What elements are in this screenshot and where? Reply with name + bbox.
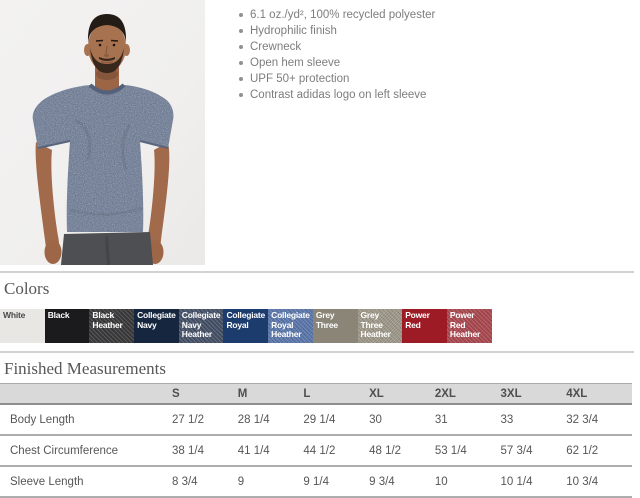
measurements-header-row: S M L XL 2XL 3XL 4XL [0, 383, 632, 405]
measurement-value: 28 1/4 [237, 404, 304, 436]
color-swatch-black[interactable]: Black [44, 309, 90, 343]
measurement-value: 33 [500, 404, 567, 436]
feature-item: 6.1 oz./yd², 100% recycled polyester [236, 7, 435, 23]
measurement-value: 27 1/2 [172, 404, 238, 436]
color-swatch-black-heather[interactable]: Black Heather [89, 309, 134, 343]
color-swatch-power-red-heather[interactable]: Power Red Heather [447, 309, 492, 343]
feature-item: Hydrophilic finish [236, 23, 435, 39]
measurement-value: 10 1/4 [500, 466, 567, 498]
measurements-table: S M L XL 2XL 3XL 4XL Body Length 27 1/2 28 1/4 29… [0, 383, 632, 498]
measurement-value: 31 [434, 404, 501, 436]
color-swatch-collegiate-royal[interactable]: Collegiate Royal [223, 309, 269, 343]
measurement-value: 9 3/4 [369, 466, 435, 498]
measurement-label: Sleeve Length [0, 466, 172, 498]
color-swatch-collegiate-navy-heather[interactable]: Collegiate Navy Heather [179, 309, 224, 343]
color-swatch-power-red[interactable]: Power Red [402, 309, 447, 343]
size-column-header-l: L [303, 383, 370, 405]
feature-item: Crewneck [236, 39, 435, 55]
product-photo [0, 0, 205, 265]
measurement-value: 57 3/4 [500, 435, 567, 467]
feature-item: Contrast adidas logo on left sleeve [236, 87, 435, 103]
model-wearing-shirt-image [0, 0, 205, 265]
measurement-value: 48 1/2 [369, 435, 435, 467]
measurement-value: 44 1/2 [303, 435, 370, 467]
measurement-value: 38 1/4 [172, 435, 238, 467]
measurement-value: 32 3/4 [566, 404, 632, 436]
color-swatch-collegiate-navy[interactable]: Collegiate Navy [134, 309, 179, 343]
measurement-value: 62 1/2 [566, 435, 632, 467]
measurement-row: Chest Circumference 38 1/4 41 1/4 44 1/2 48 … [0, 435, 632, 467]
size-column-header-4xl: 4XL [566, 383, 632, 405]
measurement-row: Body Length 27 1/2 28 1/4 29 1/4 30 31 33 32 3/… [0, 404, 632, 436]
measurement-value: 30 [369, 404, 435, 436]
section-divider [0, 271, 634, 273]
measurement-value: 29 1/4 [303, 404, 370, 436]
color-swatch-white[interactable]: White [0, 309, 45, 343]
measurement-value: 10 [434, 466, 501, 498]
measurements-heading: Finished Measurements [4, 359, 166, 378]
color-swatch-grey-three-heather[interactable]: Grey Three Heather [358, 309, 403, 343]
colors-heading: Colors [4, 279, 50, 298]
measurement-value: 9 [237, 466, 304, 498]
color-swatch-grey-three[interactable]: Grey Three [312, 309, 358, 343]
measurement-label: Chest Circumference [0, 435, 172, 467]
measurement-value: 53 1/4 [434, 435, 501, 467]
section-divider [0, 351, 634, 353]
size-column-header-3xl: 3XL [500, 383, 567, 405]
size-column-header-blank [0, 383, 172, 405]
measurement-row: Sleeve Length 8 3/4 9 9 1/4 9 3/4 10 10 1/4 10 … [0, 466, 632, 498]
size-column-header-s: S [172, 383, 238, 405]
size-column-header-2xl: 2XL [434, 383, 501, 405]
feature-list: 6.1 oz./yd², 100% recycled polyester Hydr… [236, 7, 435, 103]
color-swatch-list: White Black Black Heather Collegiate Navy Co… [0, 309, 640, 343]
measurement-value: 9 1/4 [303, 466, 370, 498]
color-swatch-collegiate-royal-heather[interactable]: Collegiate Royal Heather [268, 309, 313, 343]
feature-item: Open hem sleeve [236, 55, 435, 71]
feature-item: UPF 50+ protection [236, 71, 435, 87]
measurement-label: Body Length [0, 404, 172, 436]
measurement-value: 41 1/4 [237, 435, 304, 467]
measurements-body: Body Length 27 1/2 28 1/4 29 1/4 30 31 33 32 3/… [0, 404, 632, 498]
product-summary-section: 6.1 oz./yd², 100% recycled polyester Hydr… [0, 0, 435, 265]
size-column-header-m: M [237, 383, 304, 405]
measurement-value: 8 3/4 [172, 466, 238, 498]
measurement-value: 10 3/4 [566, 466, 632, 498]
size-column-header-xl: XL [369, 383, 435, 405]
